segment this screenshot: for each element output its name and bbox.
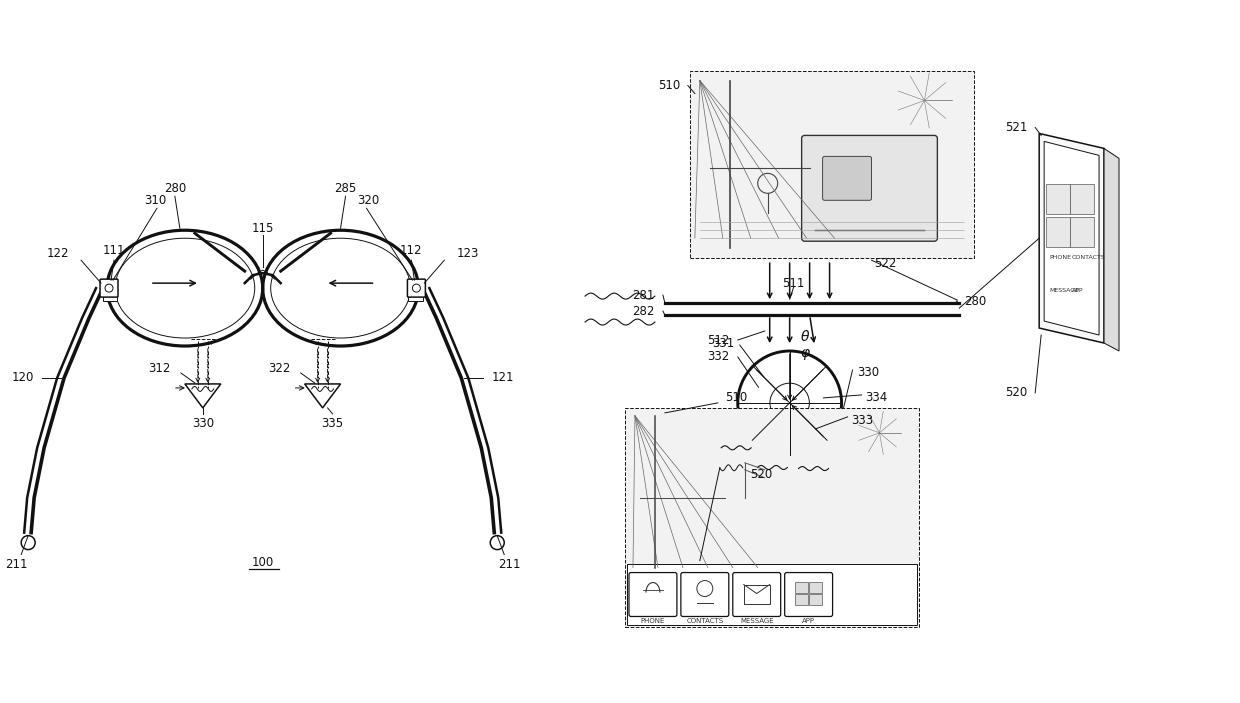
Text: 282: 282: [632, 304, 655, 318]
Text: 520: 520: [1004, 387, 1027, 399]
Text: 310: 310: [144, 194, 166, 207]
Text: 100: 100: [252, 556, 274, 569]
Text: 512: 512: [707, 333, 730, 347]
Text: 280: 280: [164, 182, 186, 195]
Text: 331: 331: [713, 337, 735, 349]
Text: 335: 335: [321, 418, 343, 430]
Text: 510: 510: [657, 79, 680, 92]
FancyBboxPatch shape: [810, 594, 822, 605]
Text: 312: 312: [149, 363, 171, 375]
FancyBboxPatch shape: [627, 564, 918, 626]
Text: 115: 115: [252, 221, 274, 235]
Text: 332: 332: [708, 351, 730, 363]
Text: $\theta$: $\theta$: [800, 329, 810, 344]
FancyBboxPatch shape: [100, 279, 118, 297]
FancyBboxPatch shape: [801, 136, 937, 241]
Text: 510: 510: [725, 392, 746, 404]
Text: 330: 330: [192, 418, 213, 430]
Text: PHONE: PHONE: [1049, 255, 1071, 260]
Text: MESSAGE: MESSAGE: [740, 619, 774, 624]
FancyBboxPatch shape: [795, 594, 808, 605]
Text: 121: 121: [491, 371, 513, 385]
FancyBboxPatch shape: [822, 156, 872, 200]
Text: CONTACTS: CONTACTS: [686, 619, 723, 624]
FancyBboxPatch shape: [408, 292, 423, 301]
Text: 285: 285: [335, 182, 357, 195]
Text: 120: 120: [12, 371, 35, 385]
Text: 330: 330: [858, 366, 879, 380]
Text: 211: 211: [5, 558, 27, 571]
Text: 511: 511: [782, 277, 805, 290]
Polygon shape: [1044, 141, 1099, 335]
Text: 112: 112: [401, 244, 423, 257]
Text: MESSAGE: MESSAGE: [1049, 288, 1079, 293]
Text: APP: APP: [802, 619, 815, 624]
FancyBboxPatch shape: [1070, 217, 1094, 247]
Text: 211: 211: [498, 558, 521, 571]
FancyBboxPatch shape: [795, 582, 808, 593]
Text: PHONE: PHONE: [641, 619, 665, 624]
Text: 334: 334: [866, 392, 888, 404]
Circle shape: [413, 284, 420, 292]
Text: 280: 280: [965, 295, 987, 308]
FancyBboxPatch shape: [733, 572, 781, 617]
Polygon shape: [1039, 134, 1104, 343]
Text: 122: 122: [47, 247, 69, 259]
Text: 322: 322: [268, 363, 290, 375]
Text: 281: 281: [632, 289, 655, 302]
FancyBboxPatch shape: [1070, 184, 1094, 214]
FancyBboxPatch shape: [103, 292, 118, 301]
FancyBboxPatch shape: [785, 572, 832, 617]
Text: 333: 333: [852, 414, 874, 427]
Text: 522: 522: [874, 257, 897, 270]
FancyBboxPatch shape: [689, 70, 975, 258]
Polygon shape: [1104, 148, 1118, 351]
Text: 320: 320: [357, 194, 379, 207]
Text: APP: APP: [1073, 288, 1084, 293]
FancyBboxPatch shape: [681, 572, 729, 617]
Text: 111: 111: [103, 244, 125, 257]
FancyBboxPatch shape: [629, 572, 677, 617]
Text: 521: 521: [1004, 121, 1027, 134]
FancyBboxPatch shape: [625, 408, 919, 628]
FancyBboxPatch shape: [1047, 184, 1070, 214]
Text: 520: 520: [750, 468, 773, 482]
FancyBboxPatch shape: [810, 582, 822, 593]
Text: $\varphi$: $\varphi$: [800, 347, 811, 362]
FancyBboxPatch shape: [1047, 217, 1070, 247]
Text: 123: 123: [456, 247, 479, 259]
Text: CONTACTS: CONTACTS: [1073, 255, 1106, 260]
Circle shape: [105, 284, 113, 292]
FancyBboxPatch shape: [408, 279, 425, 297]
